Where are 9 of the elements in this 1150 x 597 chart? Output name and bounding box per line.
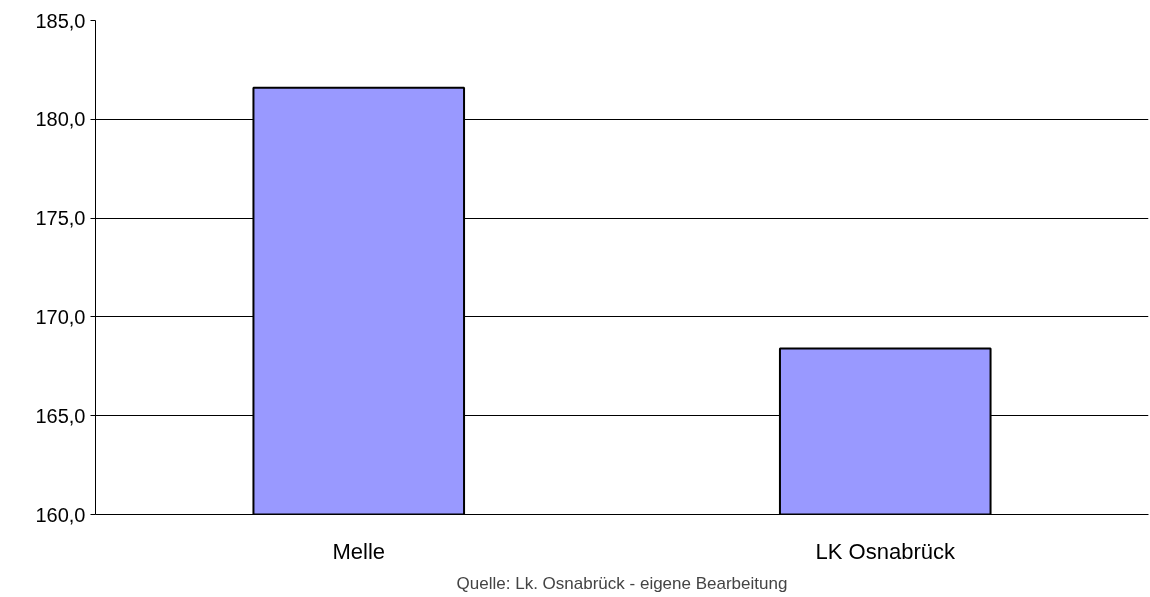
y-tick-label: 185,0 — [35, 9, 86, 32]
y-tick-label: 175,0 — [35, 207, 86, 230]
source-note: Quelle: Lk. Osnabrück - eigene Bearbeitung — [456, 573, 788, 593]
y-tick-label: 165,0 — [35, 404, 86, 427]
y-tick-label: 180,0 — [35, 108, 86, 131]
x-tick-label: Melle — [332, 538, 386, 564]
y-tick-label: 170,0 — [35, 305, 86, 328]
x-tick-label: LK Osnabrück — [815, 538, 956, 564]
y-tick-label: 160,0 — [35, 503, 86, 526]
